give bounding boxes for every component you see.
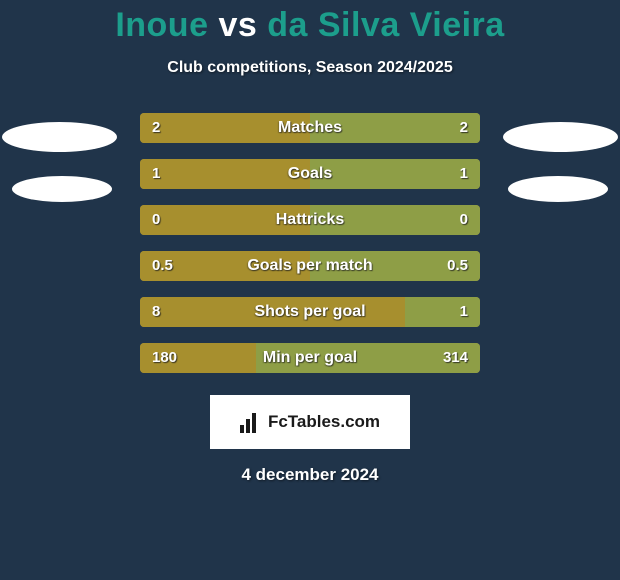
branding-text: FcTables.com [268, 412, 380, 432]
bar-chart-icon [240, 411, 262, 433]
bar-track [140, 159, 480, 189]
bar-track [140, 113, 480, 143]
bar-track [140, 343, 480, 373]
bar-right-fill [310, 205, 480, 235]
bar-track [140, 297, 480, 327]
bar-right-fill [310, 159, 480, 189]
bar-left-fill [140, 159, 310, 189]
stat-row: Goals11 [0, 151, 620, 197]
stat-row: Hattricks00 [0, 197, 620, 243]
bar-right-fill [310, 251, 480, 281]
player1-name: Inoue [115, 6, 208, 44]
bar-left-fill [140, 251, 310, 281]
bar-left-fill [140, 113, 310, 143]
stat-row: Matches22 [0, 105, 620, 151]
comparison-title: Inoue vs da Silva Vieira [0, 0, 620, 45]
subtitle: Club competitions, Season 2024/2025 [0, 59, 620, 77]
bar-right-fill [310, 113, 480, 143]
bar-left-fill [140, 297, 405, 327]
bar-track [140, 205, 480, 235]
stat-row: Min per goal180314 [0, 335, 620, 381]
stat-row: Shots per goal81 [0, 289, 620, 335]
bar-right-fill [256, 343, 480, 373]
player2-name: da Silva Vieira [267, 6, 504, 44]
date-text: 4 december 2024 [0, 465, 620, 485]
comparison-chart: Matches22Goals11Hattricks00Goals per mat… [0, 105, 620, 381]
stat-row: Goals per match0.50.5 [0, 243, 620, 289]
bar-left-fill [140, 343, 256, 373]
vs-text: vs [218, 6, 257, 44]
bar-left-fill [140, 205, 310, 235]
bar-right-fill [405, 297, 480, 327]
bar-track [140, 251, 480, 281]
branding-box: FcTables.com [210, 395, 410, 449]
